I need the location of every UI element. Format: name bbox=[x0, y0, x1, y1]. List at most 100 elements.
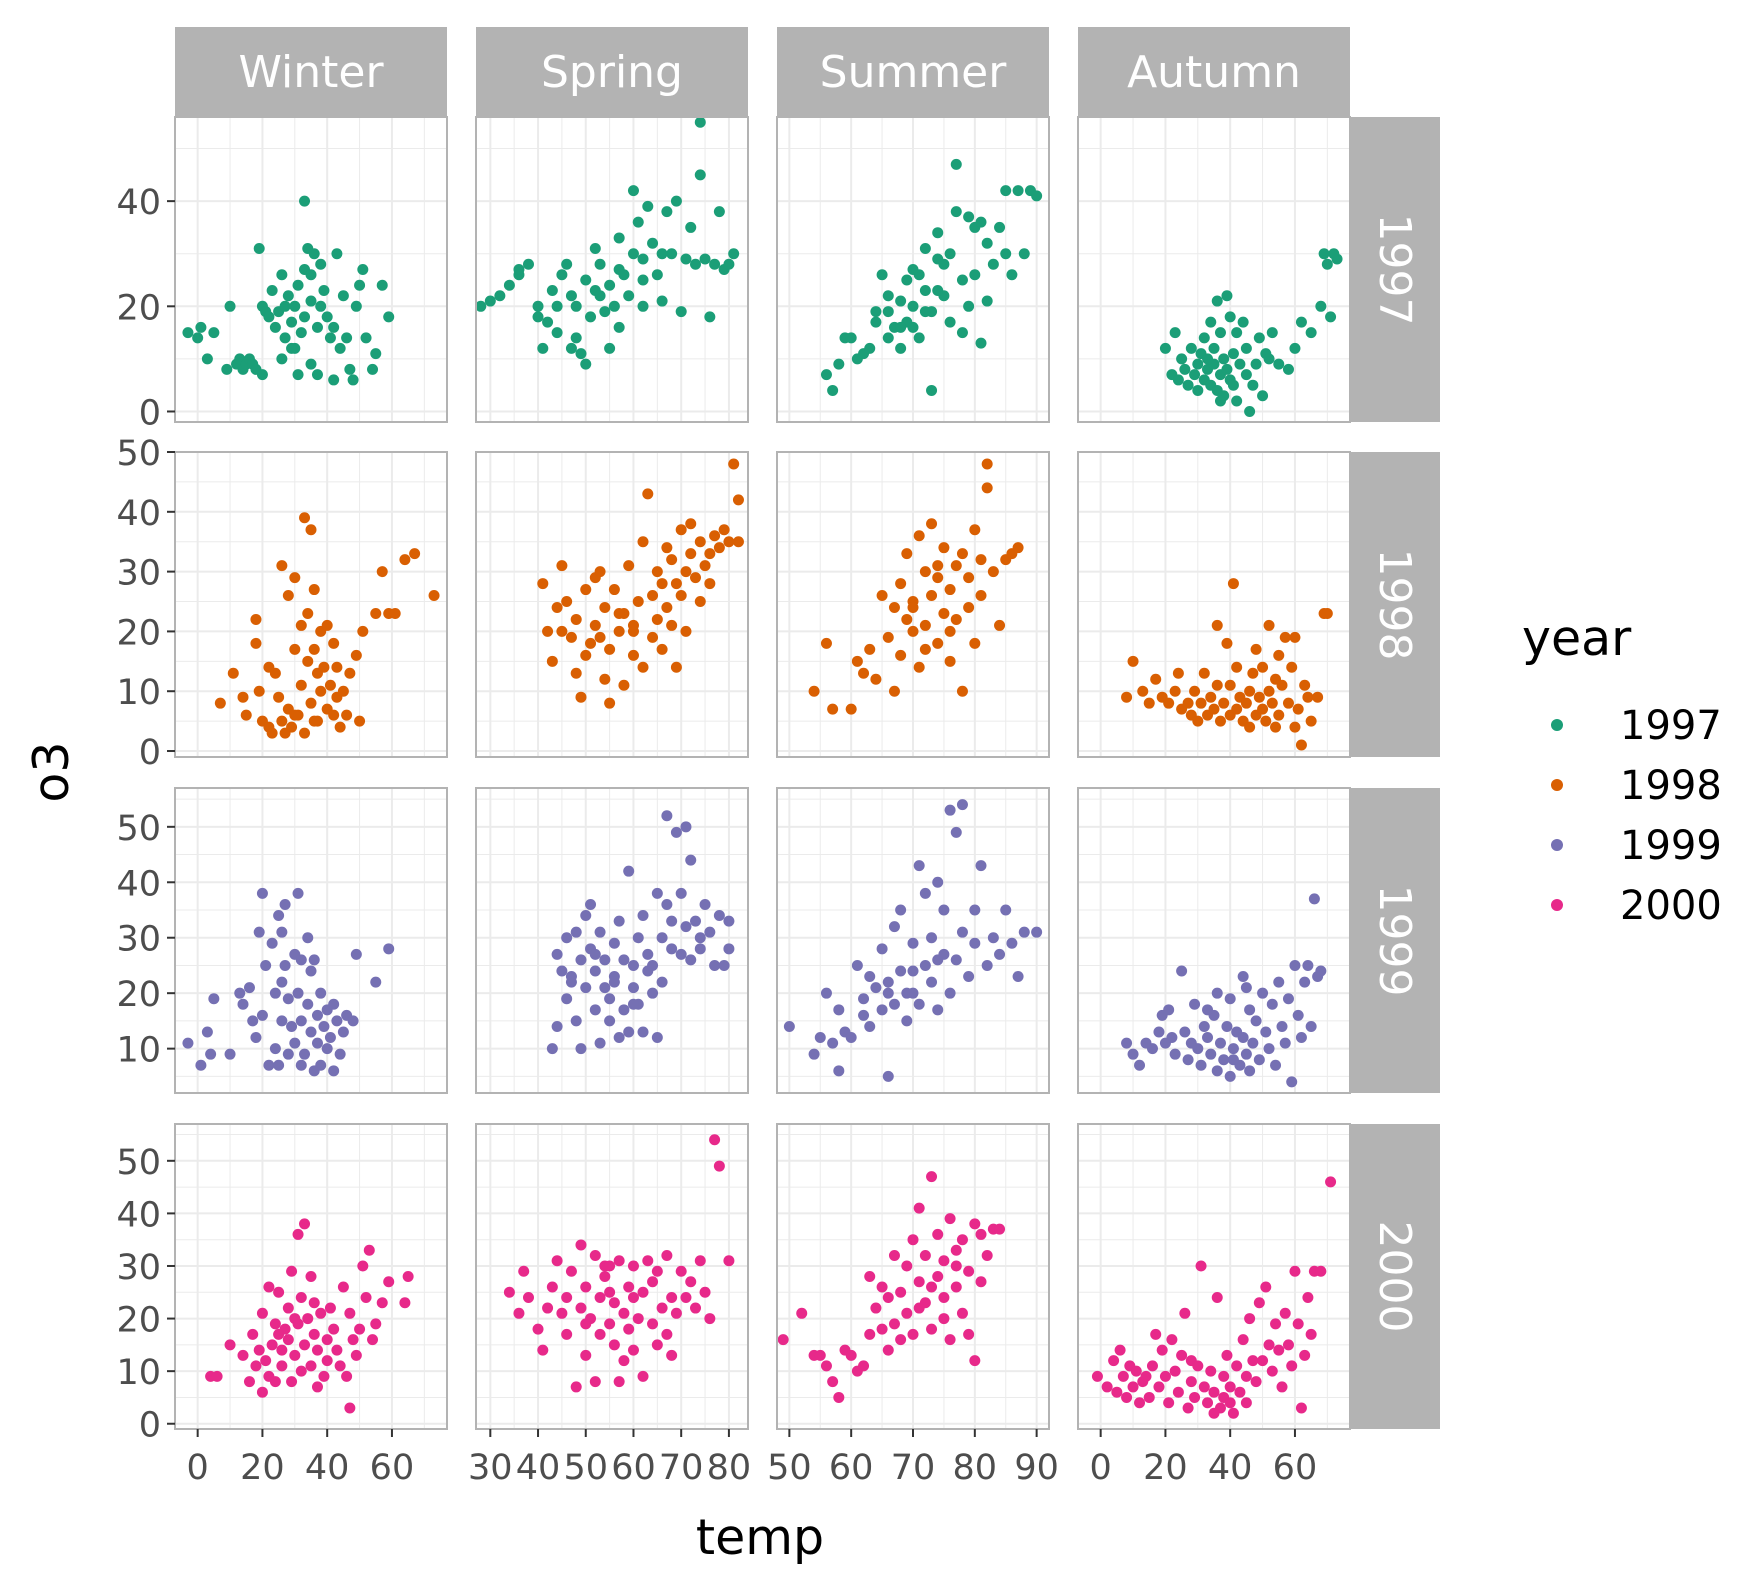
scatter-point bbox=[1176, 353, 1188, 365]
scatter-point bbox=[647, 1318, 659, 1330]
scatter-point bbox=[1218, 1054, 1230, 1066]
scatter-point bbox=[685, 1276, 697, 1288]
scatter-point bbox=[1189, 998, 1201, 1010]
scatter-point bbox=[561, 1328, 573, 1340]
scatter-point bbox=[565, 631, 577, 643]
scatter-point bbox=[709, 1134, 721, 1146]
facet-strip-label: 1997 bbox=[1369, 214, 1420, 326]
scatter-point bbox=[1247, 1037, 1259, 1049]
scatter-point bbox=[1282, 993, 1294, 1005]
scatter-point bbox=[651, 566, 663, 578]
scatter-point bbox=[876, 1323, 888, 1335]
scatter-point bbox=[1018, 248, 1030, 260]
scatter-point bbox=[282, 993, 294, 1005]
panel-border bbox=[174, 1123, 448, 1430]
scatter-point bbox=[542, 625, 554, 637]
scatter-point bbox=[1101, 1381, 1113, 1393]
y-tick-label: 40 bbox=[116, 183, 161, 223]
scatter-point bbox=[858, 993, 870, 1005]
scatter-point bbox=[580, 1281, 592, 1293]
scatter-point bbox=[944, 625, 956, 637]
scatter-point bbox=[328, 998, 340, 1010]
scatter-point bbox=[1247, 667, 1259, 679]
scatter-point bbox=[276, 269, 288, 281]
scatter-point bbox=[919, 242, 931, 254]
scatter-point bbox=[565, 342, 577, 354]
scatter-point bbox=[642, 200, 654, 212]
scatter-point bbox=[907, 300, 919, 312]
scatter-point bbox=[1244, 1313, 1256, 1325]
scatter-point bbox=[882, 976, 894, 988]
scatter-point bbox=[651, 1339, 663, 1351]
scatter-point bbox=[858, 667, 870, 679]
scatter-point bbox=[276, 1015, 288, 1027]
scatter-point bbox=[1292, 703, 1304, 715]
scatter-point bbox=[987, 566, 999, 578]
scatter-point bbox=[305, 358, 317, 370]
scatter-point bbox=[661, 601, 673, 613]
scatter-point bbox=[647, 237, 659, 249]
scatter-point bbox=[594, 1328, 606, 1340]
scatter-point bbox=[627, 248, 639, 260]
scatter-point bbox=[1260, 1026, 1272, 1038]
scatter-point bbox=[950, 1260, 962, 1272]
scatter-point bbox=[907, 264, 919, 275]
legend-label: 1999 bbox=[1620, 823, 1722, 869]
scatter-point bbox=[1221, 637, 1233, 649]
scatter-point bbox=[956, 685, 968, 697]
scatter-point bbox=[723, 915, 735, 927]
scatter-point bbox=[224, 300, 236, 312]
scatter-point bbox=[981, 237, 993, 249]
scatter-point bbox=[608, 976, 620, 988]
scatter-point bbox=[864, 1020, 876, 1032]
scatter-point bbox=[713, 542, 725, 554]
scatter-point bbox=[651, 269, 663, 281]
scatter-point bbox=[623, 560, 635, 572]
scatter-point bbox=[305, 1271, 317, 1282]
scatter-point bbox=[637, 274, 649, 286]
scatter-point bbox=[1192, 384, 1204, 396]
scatter-point bbox=[1211, 1065, 1223, 1077]
scatter-point bbox=[1257, 390, 1269, 402]
scatter-point bbox=[685, 221, 697, 233]
scatter-point bbox=[675, 590, 687, 602]
scatter-point bbox=[1250, 1015, 1262, 1027]
scatter-point bbox=[1182, 379, 1194, 391]
scatter-point bbox=[637, 1286, 649, 1298]
scatter-point bbox=[627, 982, 639, 994]
scatter-point bbox=[637, 1026, 649, 1038]
scatter-point bbox=[1205, 1048, 1217, 1060]
scatter-point bbox=[318, 1020, 330, 1032]
scatter-point bbox=[704, 578, 716, 590]
scatter-point bbox=[604, 1260, 616, 1272]
scatter-point bbox=[926, 518, 938, 530]
scatter-point bbox=[808, 1048, 820, 1060]
scatter-point bbox=[661, 206, 673, 218]
scatter-point bbox=[895, 965, 907, 977]
panel-border bbox=[174, 116, 448, 423]
scatter-point bbox=[1273, 976, 1285, 988]
scatter-point bbox=[632, 596, 644, 608]
scatter-point bbox=[627, 1344, 639, 1356]
facet-strip-2000: 2000 bbox=[1350, 1124, 1440, 1429]
scatter-point bbox=[608, 937, 620, 949]
scatter-point bbox=[926, 1323, 938, 1335]
legend-item-1997: 1997 bbox=[1551, 703, 1722, 749]
scatter-point bbox=[1202, 1032, 1214, 1044]
scatter-point bbox=[1192, 715, 1204, 727]
scatter-point bbox=[1257, 987, 1269, 999]
scatter-point bbox=[211, 1370, 223, 1382]
scatter-point bbox=[350, 1349, 362, 1361]
panel-summer-1998 bbox=[776, 451, 1050, 758]
scatter-point bbox=[321, 619, 333, 631]
x-tick-label: 0 bbox=[1090, 1448, 1112, 1488]
scatter-point bbox=[1325, 1176, 1337, 1188]
scatter-point bbox=[295, 679, 307, 691]
scatter-point bbox=[656, 1302, 668, 1314]
scatter-point bbox=[864, 1271, 876, 1282]
scatter-point bbox=[1295, 1032, 1307, 1044]
scatter-point bbox=[580, 649, 592, 661]
scatter-point bbox=[1273, 709, 1285, 721]
scatter-point bbox=[907, 1234, 919, 1246]
scatter-point bbox=[551, 601, 563, 613]
